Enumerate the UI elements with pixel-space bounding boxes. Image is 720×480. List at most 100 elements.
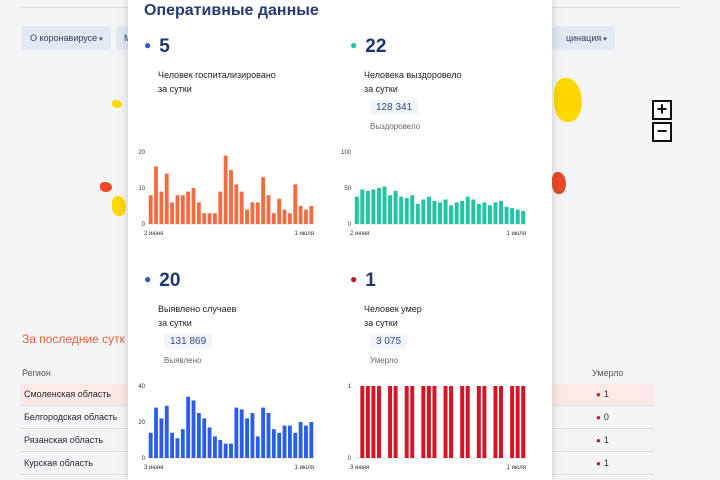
map-region[interactable]	[552, 172, 566, 194]
card-recovered: ● 22 Человека выздоровело за сутки 128 341…	[350, 36, 550, 136]
zoom-in-button[interactable]: +	[652, 100, 672, 120]
cell-died: ● 0	[596, 412, 609, 422]
desc-line: Выявлено случаев	[158, 304, 237, 314]
bar	[154, 407, 158, 458]
cell-died: ● 1	[596, 458, 609, 468]
bar	[180, 429, 185, 458]
map-region[interactable]	[554, 78, 582, 122]
bar	[382, 186, 387, 224]
chevron-down-icon: ▾	[99, 36, 103, 43]
stat-description: Человек умер за сутки	[364, 302, 544, 330]
filter-vaccination[interactable]: цинация ▾	[552, 26, 615, 50]
card-hospitalized: ● 5 Человек госпитализировано за сутки	[144, 36, 344, 126]
bar	[298, 206, 303, 224]
bar	[287, 213, 292, 224]
bar	[250, 413, 255, 458]
desc-line: Человек госпитализировано	[158, 70, 276, 80]
bar	[388, 195, 393, 224]
bar	[164, 405, 169, 458]
bullet-icon: ●	[350, 38, 358, 52]
bar	[261, 407, 266, 458]
bar	[388, 386, 393, 458]
bar	[282, 209, 287, 224]
chart-cases: 40 20 0 3 июня 1 июля	[138, 384, 314, 471]
bar	[271, 429, 276, 458]
bar	[460, 386, 465, 458]
bar	[277, 198, 282, 224]
bar	[304, 209, 308, 224]
bar	[410, 195, 415, 224]
zoom-out-button[interactable]: −	[652, 122, 672, 142]
y-tick-label: 0	[348, 222, 352, 228]
cumulative-total: 131 869	[164, 334, 213, 349]
bar	[399, 196, 404, 224]
x-tick-label-end: 1 июля	[295, 231, 314, 237]
stat-value: ● 5	[144, 36, 170, 58]
bar	[223, 155, 228, 224]
bar	[454, 202, 459, 224]
filter-label: цинация	[566, 33, 602, 43]
y-tick-label: 0	[348, 456, 352, 462]
bar	[482, 386, 487, 458]
bar	[393, 386, 398, 458]
stat-value: ● 22	[350, 36, 386, 58]
bar	[432, 386, 437, 458]
bar	[371, 386, 376, 458]
bar	[255, 436, 260, 458]
cell-region: Смоленская область	[24, 389, 112, 399]
cumulative-total: 128 341	[370, 100, 419, 115]
cell-died: ● 1	[596, 435, 609, 445]
bar	[218, 191, 223, 224]
red-dot-icon: ●	[596, 436, 601, 445]
bar	[487, 205, 492, 224]
bar	[218, 440, 223, 458]
bullet-icon: ●	[144, 272, 152, 286]
bar	[499, 386, 504, 458]
died-value: 1	[603, 435, 609, 445]
bar	[191, 400, 196, 458]
stat-value: ● 20	[144, 270, 180, 292]
stat-description: Выявлено случаев за сутки	[158, 302, 338, 330]
bar	[202, 213, 207, 224]
bar	[510, 386, 515, 458]
bar	[196, 413, 201, 458]
bar	[175, 438, 180, 458]
bar	[371, 189, 376, 224]
bar	[410, 386, 415, 458]
cumulative-label: Выздоровело	[370, 122, 421, 131]
bar	[234, 184, 239, 224]
red-dot-icon: ●	[596, 390, 601, 399]
desc-line: за сутки	[364, 318, 398, 328]
bar	[404, 198, 409, 224]
chart-deaths: 1 0 3 июня 1 июля	[348, 384, 526, 471]
cell-region: Курская область	[24, 458, 93, 468]
bar	[471, 199, 476, 224]
chart-recovered: 100 50 0 2 июня 1 июля	[341, 150, 526, 237]
bar	[304, 425, 308, 458]
bar	[393, 190, 398, 224]
bar	[207, 213, 212, 224]
bar	[515, 209, 520, 224]
bar	[261, 177, 266, 224]
map-region[interactable]	[112, 100, 122, 108]
bar	[229, 443, 233, 458]
y-tick-label: 100	[341, 150, 352, 156]
bar	[426, 386, 431, 458]
bar	[271, 213, 276, 224]
map-region[interactable]	[112, 196, 126, 216]
bar	[234, 407, 239, 458]
bar	[186, 191, 191, 224]
map-region[interactable]	[100, 182, 112, 192]
stat-number: 1	[365, 270, 376, 291]
bar	[213, 213, 217, 224]
bar	[465, 196, 470, 224]
bar	[354, 196, 359, 224]
filter-about-covid[interactable]: О коронавирусе ▾	[22, 26, 111, 50]
bar	[360, 189, 365, 224]
column-header-died: Умерло	[592, 368, 624, 378]
chart-hospitalized: 20 10 0 2 июня 1 июля	[138, 150, 314, 237]
bar	[207, 427, 212, 458]
bar	[404, 386, 409, 458]
desc-line: за сутки	[364, 84, 398, 94]
bar	[245, 418, 249, 458]
